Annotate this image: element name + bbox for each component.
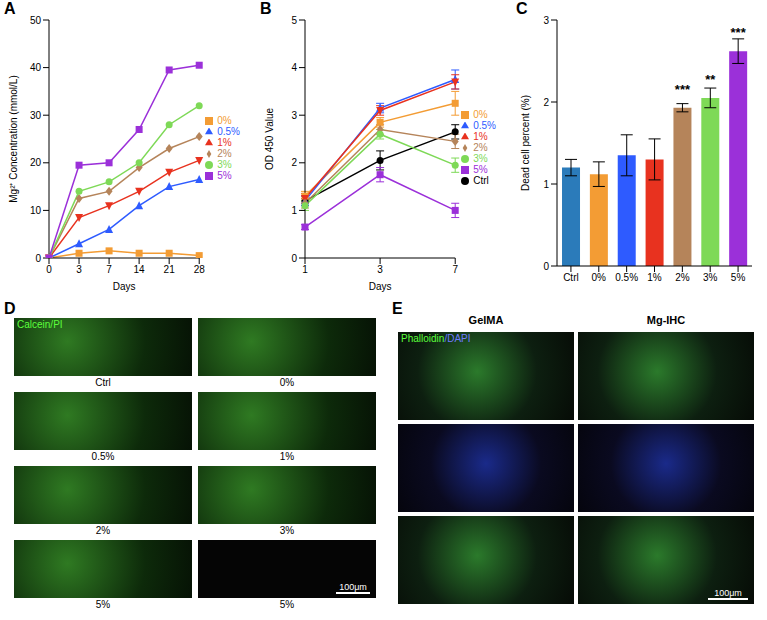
svg-text:1: 1: [543, 179, 549, 190]
svg-text:5: 5: [291, 15, 297, 26]
svg-text:Days: Days: [113, 281, 136, 292]
svg-text:0: 0: [543, 261, 549, 272]
html-text:Ctrl: Ctrl: [95, 377, 111, 388]
svg-text:Days: Days: [369, 281, 392, 292]
svg-text:Dead cell percent (%): Dead cell percent (%): [520, 95, 531, 191]
html-text:Mg-IHC: Mg-IHC: [646, 314, 686, 326]
svg-text:3: 3: [291, 110, 297, 121]
svg-text:0: 0: [291, 253, 297, 264]
html-text:0.5%: 0.5%: [473, 120, 496, 131]
html-text:5%: 5%: [473, 164, 488, 175]
html-text:0%: 0%: [279, 377, 295, 388]
svg-text:0%: 0%: [592, 272, 607, 283]
html-text:D: D: [4, 300, 16, 317]
html-text:1%: 1%: [279, 451, 295, 462]
html-text:GelMA: GelMA: [468, 314, 504, 326]
html-text:1%: 1%: [473, 131, 488, 142]
svg-text:2: 2: [543, 97, 549, 108]
svg-text:3%: 3%: [703, 272, 718, 283]
html-text:Ctrl: Ctrl: [473, 175, 489, 186]
html-text:Calcein/PI: Calcein/PI: [17, 319, 63, 330]
html-text:5%: 5%: [217, 169, 232, 181]
html-text:A: A: [4, 0, 16, 17]
svg-text:***: ***: [675, 82, 691, 97]
svg-text:1%: 1%: [647, 272, 662, 283]
svg-text:2: 2: [291, 157, 297, 168]
svg-text:2%: 2%: [675, 272, 690, 283]
svg-text:30: 30: [30, 110, 42, 121]
html-text:3%: 3%: [473, 153, 488, 164]
html-text:2%: 2%: [473, 142, 488, 153]
html-text:3%: 3%: [279, 525, 295, 536]
html-text:Phalloidin /DAPI: Phalloidin /DAPI: [401, 333, 471, 344]
svg-text:20: 20: [30, 157, 42, 168]
svg-text:50: 50: [30, 15, 42, 26]
svg-text:Mg²⁺ Concentration (mmol/L): Mg²⁺ Concentration (mmol/L): [8, 75, 19, 202]
svg-text:5%: 5%: [731, 272, 746, 283]
html-text:E: E: [392, 300, 403, 317]
svg-text:Ctrl: Ctrl: [563, 272, 579, 283]
svg-text:7: 7: [106, 264, 112, 275]
html-text:0.5%: 0.5%: [217, 125, 240, 137]
html-text:0%: 0%: [473, 109, 488, 120]
svg-text:28: 28: [194, 264, 206, 275]
html-text:1%: 1%: [217, 136, 232, 148]
svg-text:1: 1: [302, 264, 308, 275]
svg-text:0: 0: [35, 253, 41, 264]
html-text:2%: 2%: [217, 147, 232, 159]
svg-text:OD 450 Value: OD 450 Value: [264, 108, 275, 171]
html-text:5%: 5%: [95, 599, 111, 610]
html-text:B: B: [260, 0, 272, 17]
svg-text:3: 3: [543, 15, 549, 26]
svg-text:7: 7: [452, 264, 458, 275]
svg-text:3: 3: [377, 264, 383, 275]
html-text:3%: 3%: [217, 158, 232, 170]
svg-text:1: 1: [291, 205, 297, 216]
svg-text:0.5%: 0.5%: [615, 272, 638, 283]
svg-text:21: 21: [164, 264, 176, 275]
html-text:0.5%: 0.5%: [91, 451, 115, 462]
svg-text:3: 3: [76, 264, 82, 275]
svg-text:40: 40: [30, 62, 42, 73]
svg-text:**: **: [705, 72, 716, 87]
html-text:100μm: 100μm: [714, 588, 742, 598]
html-text:100μm: 100μm: [339, 582, 367, 592]
svg-text:4: 4: [291, 62, 297, 73]
html-text:5%: 5%: [279, 599, 295, 610]
html-text:C: C: [516, 0, 528, 17]
html-text:0%: 0%: [217, 114, 232, 126]
html-text:2%: 2%: [95, 525, 111, 536]
svg-text:0: 0: [46, 264, 52, 275]
svg-text:14: 14: [134, 264, 146, 275]
svg-text:***: ***: [731, 25, 747, 40]
svg-text:10: 10: [30, 205, 42, 216]
